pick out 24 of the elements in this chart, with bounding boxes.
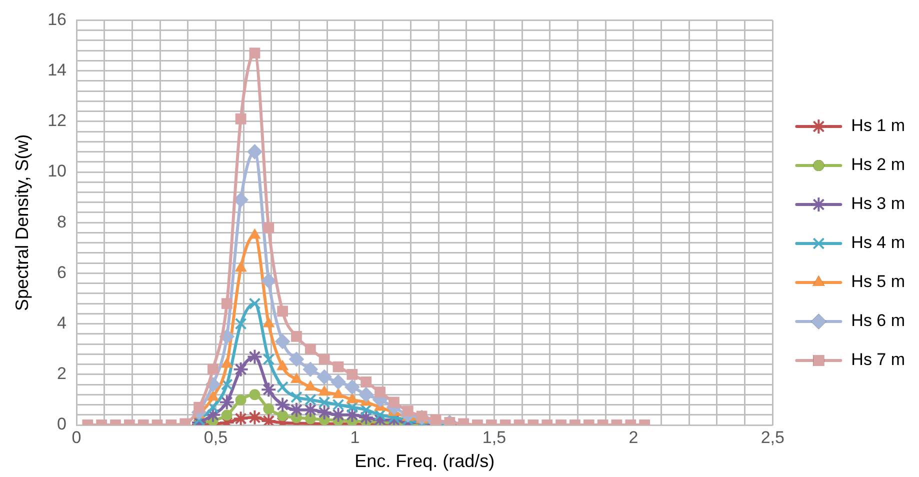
x-tick-label: 2 [628, 428, 638, 447]
legend-label: Hs 1 m [851, 116, 906, 136]
y-tick-label: 12 [48, 111, 67, 130]
y-axis-title: Spectral Density, S(w) [12, 134, 32, 311]
x-tick-label: 1 [350, 428, 360, 447]
y-tick-label: 10 [48, 162, 67, 181]
legend-label: Hs 6 m [851, 311, 906, 330]
y-tick-label: 4 [57, 313, 67, 332]
y-tick-label: 14 [48, 60, 67, 80]
legend-label: Hs 2 m [851, 155, 906, 174]
x-tick-label: 1,5 [482, 428, 506, 447]
x-tick-label: 0,5 [204, 428, 228, 447]
legend-label: Hs 3 m [851, 194, 906, 214]
y-tick-label: 0 [57, 414, 67, 434]
x-axis-title: Enc. Freq. (rad/s) [354, 451, 495, 472]
y-tick-label: 6 [57, 262, 67, 282]
legend-label: Hs 5 m [851, 272, 906, 292]
x-tick-label: 0 [72, 428, 82, 447]
x-tick-label: 2,5 [760, 428, 784, 447]
y-tick-label: 2 [57, 364, 67, 384]
y-tick-label: 8 [57, 212, 67, 232]
legend-label: Hs 7 m [851, 350, 906, 370]
y-tick-label: 16 [48, 10, 67, 29]
legend-label: Hs 4 m [851, 233, 906, 252]
